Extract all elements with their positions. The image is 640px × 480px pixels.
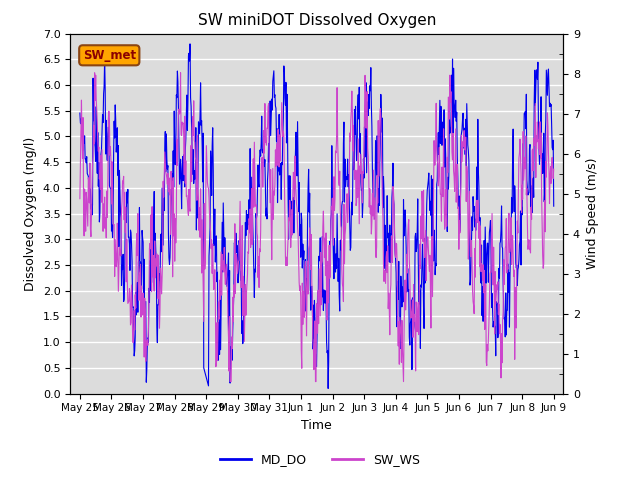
Legend: MD_DO, SW_WS: MD_DO, SW_WS [214,448,426,471]
Title: SW miniDOT Dissolved Oxygen: SW miniDOT Dissolved Oxygen [198,13,436,28]
Y-axis label: Dissolved Oxygen (mg/l): Dissolved Oxygen (mg/l) [24,136,37,291]
X-axis label: Time: Time [301,419,332,432]
Y-axis label: Wind Speed (m/s): Wind Speed (m/s) [586,158,598,269]
Text: SW_met: SW_met [83,49,136,62]
